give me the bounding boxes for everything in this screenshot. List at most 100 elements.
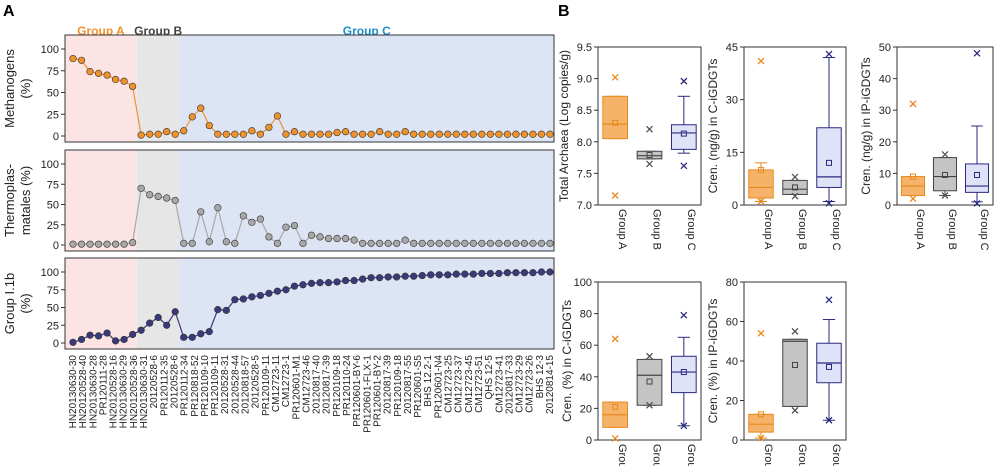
outlier-marker	[941, 192, 949, 199]
data-point	[341, 128, 350, 136]
data-point	[401, 128, 409, 136]
outlier-marker	[646, 125, 653, 133]
data-point	[478, 269, 486, 278]
x-tick-label: Group A	[762, 209, 774, 250]
outlier-marker	[757, 198, 765, 205]
mean-marker	[646, 152, 653, 159]
data-point	[256, 215, 264, 223]
data-point	[86, 68, 94, 76]
x-tick-label: 20120817-39	[322, 355, 333, 414]
plot-frame	[597, 281, 702, 441]
y-tick-label: 50	[47, 88, 59, 100]
x-tick-label: PR120112-34	[180, 355, 191, 416]
outlier-marker	[646, 160, 653, 168]
x-tick-label: PR120110-24	[342, 355, 353, 416]
mean-marker	[680, 130, 687, 137]
mean-marker	[826, 159, 832, 166]
outlier-marker	[757, 434, 765, 442]
outlier-marker	[757, 329, 765, 337]
data-point	[418, 239, 426, 247]
data-point	[333, 128, 341, 137]
data-point	[324, 279, 333, 287]
y-axis-label: Total Archaea (Log copies/g)	[557, 50, 571, 202]
data-point	[111, 75, 120, 84]
data-point	[205, 121, 213, 130]
box	[782, 338, 808, 407]
data-point	[350, 276, 358, 285]
y-tick-label: 25	[47, 320, 59, 332]
box	[964, 163, 990, 193]
mean-marker	[826, 363, 832, 370]
data-point	[282, 130, 290, 138]
data-point	[154, 313, 162, 322]
x-tick-label: CM12723-45	[464, 355, 475, 413]
outlier-marker	[680, 162, 688, 170]
x-tick-label: PR120818-52	[190, 355, 201, 417]
data-point	[393, 239, 401, 247]
data-point	[137, 131, 145, 139]
y-tick-label: 100	[41, 44, 59, 56]
panel-a: Group A Group B Group C0255075100Methanoge…	[2, 24, 556, 433]
x-tick-label: 20120528-5	[251, 355, 262, 409]
y-tick-label: 8.5	[577, 105, 592, 117]
data-point	[197, 104, 205, 112]
data-point	[469, 130, 477, 138]
mean-marker	[974, 171, 980, 178]
x-tick-label: Group B	[796, 444, 808, 466]
plot-frame	[743, 46, 847, 206]
outlier-marker	[973, 49, 981, 57]
y-tick-label: 40	[726, 356, 738, 368]
data-point	[171, 130, 179, 138]
outlier-marker	[791, 327, 799, 335]
x-tick-label: 20120528-6	[149, 355, 160, 409]
data-point	[469, 239, 477, 247]
outlier-marker	[646, 401, 653, 409]
data-point	[290, 282, 299, 290]
data-point	[537, 268, 546, 276]
data-point	[376, 239, 384, 247]
data-point	[529, 239, 537, 247]
box	[636, 358, 663, 406]
group-background	[179, 35, 555, 142]
data-point	[452, 130, 460, 138]
y-axis-label: Thermoplas-	[2, 164, 17, 237]
data-point	[495, 130, 503, 138]
x-tick-label: CM12723-51	[474, 355, 485, 413]
data-point	[444, 271, 452, 279]
mean-marker	[612, 403, 619, 410]
data-point	[350, 130, 358, 138]
data-point	[299, 130, 307, 138]
y-axis-label: Cren. (%) in IP-iGDGTs	[706, 299, 720, 424]
x-tick-label: PR120109-18	[393, 355, 404, 417]
y-tick-label: 0	[732, 200, 738, 212]
outlier-marker	[825, 50, 833, 58]
y-tick-label: 80	[726, 277, 738, 289]
group-background	[65, 150, 137, 251]
data-point	[256, 130, 264, 138]
x-tick-label: CM12723-29	[515, 355, 526, 413]
x-tick-label: PR120601-S5	[413, 355, 424, 418]
y-tick-label: 8.0	[577, 137, 592, 149]
y-tick-label: 9.5	[577, 42, 592, 54]
data-point	[171, 308, 179, 316]
x-tick-label: 20120817-40	[312, 355, 323, 414]
y-axis-label: (%)	[18, 78, 33, 98]
data-point	[265, 233, 273, 241]
box	[932, 157, 958, 192]
data-point	[376, 274, 384, 282]
x-tick-label: CM12723-37	[454, 355, 465, 413]
y-axis-label: (%)	[18, 293, 33, 313]
x-tick-label: HN20120528-36	[129, 355, 140, 429]
y-axis-label: Group I.1b	[2, 273, 17, 334]
data-point	[180, 127, 188, 135]
mean-marker	[680, 369, 687, 376]
plot-frame	[64, 257, 555, 350]
y-tick-label: 25	[47, 109, 59, 121]
data-point	[384, 130, 392, 138]
data-point	[359, 239, 367, 247]
data-point	[427, 130, 435, 138]
x-tick-label: HN20130630-30	[68, 355, 79, 429]
outlier-marker	[941, 150, 949, 158]
x-tick-label: PR120601-FLX-1	[362, 355, 373, 433]
x-tick-label: Group C	[978, 209, 990, 251]
